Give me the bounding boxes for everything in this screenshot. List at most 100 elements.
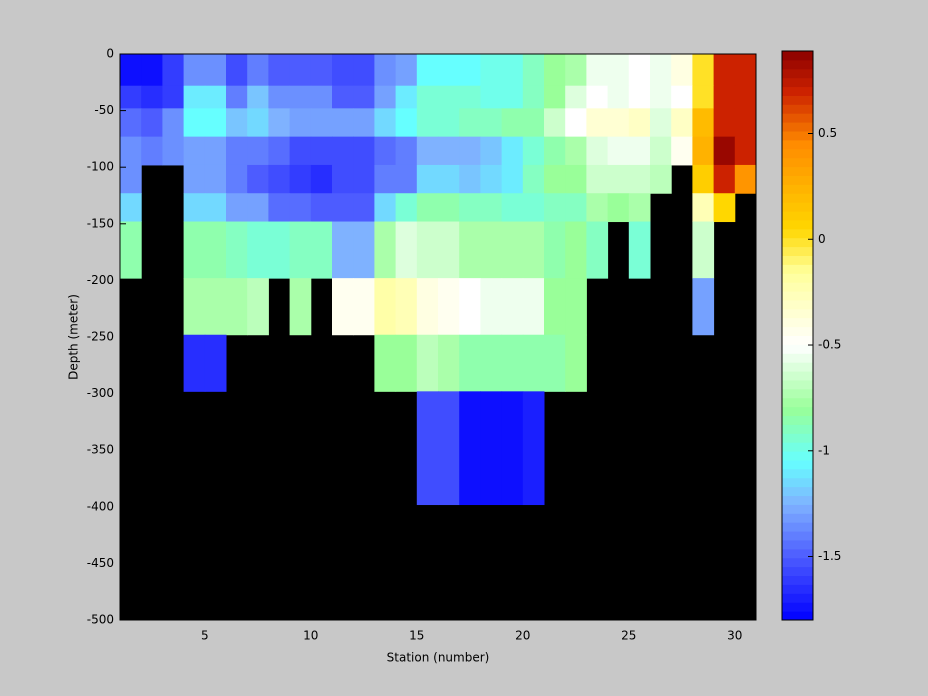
- heat-cell: [226, 54, 248, 87]
- heat-cell: [416, 278, 439, 336]
- heat-cell: [289, 164, 312, 194]
- colorbar-swatch: [782, 273, 813, 283]
- heat-cell: [120, 54, 142, 87]
- colorbar-swatch: [782, 442, 813, 452]
- heat-cell: [353, 164, 375, 194]
- colorbar-swatch: [782, 157, 813, 168]
- heat-cell: [204, 136, 227, 166]
- heat-cell: [374, 221, 397, 279]
- heat-cell: [438, 164, 460, 194]
- heat-cell: [374, 334, 397, 392]
- heat-cell: [734, 164, 757, 194]
- heat-cell: [374, 164, 397, 194]
- heat-cell: [332, 54, 354, 87]
- heat-cell: [522, 136, 545, 166]
- heat-cell: [353, 193, 375, 223]
- heat-cell: [692, 136, 715, 166]
- y-tick-label: -450: [87, 556, 114, 570]
- heat-cell: [522, 278, 545, 336]
- heat-cell: [459, 54, 481, 87]
- heat-cell: [544, 221, 566, 279]
- heat-cell: [522, 54, 545, 87]
- heat-cell: [310, 164, 333, 194]
- heat-cell: [289, 85, 312, 109]
- heat-cell: [501, 278, 524, 336]
- heat-cell: [522, 221, 545, 279]
- heat-cell: [671, 108, 693, 138]
- colorbar-swatch: [782, 175, 813, 185]
- colorbar-swatch: [782, 566, 813, 577]
- heat-cell: [565, 85, 587, 109]
- heat-cell: [247, 193, 269, 223]
- heat-cell: [183, 85, 206, 109]
- heat-cell: [692, 108, 715, 138]
- colorbar-swatch: [782, 593, 813, 603]
- heat-cell: [416, 85, 439, 109]
- heat-cell: [226, 85, 248, 109]
- heat-cell: [565, 54, 587, 87]
- y-tick-label: 0: [106, 47, 114, 61]
- y-tick-label: -350: [87, 443, 114, 457]
- colorbar-swatch: [782, 335, 813, 345]
- heat-cell: [459, 334, 481, 392]
- heat-cell: [692, 193, 715, 223]
- heat-cell: [586, 136, 609, 166]
- heat-cell: [353, 136, 375, 166]
- colorbar-swatch: [782, 299, 813, 310]
- y-tick-label: -200: [87, 273, 114, 287]
- heat-cell: [353, 278, 375, 336]
- heat-cell: [162, 85, 185, 109]
- heat-cell: [501, 391, 524, 506]
- colorbar-swatch: [782, 291, 813, 301]
- heat-cell: [565, 164, 587, 194]
- heat-cell: [226, 193, 248, 223]
- colorbar-swatch: [782, 219, 813, 230]
- heat-cell: [501, 108, 524, 138]
- heat-cell: [501, 193, 524, 223]
- heat-cell: [692, 85, 715, 109]
- heat-cell: [607, 85, 630, 109]
- heat-cell: [120, 164, 142, 194]
- heat-cell: [247, 85, 269, 109]
- x-tick-label: 10: [303, 629, 318, 643]
- heat-cell: [247, 278, 269, 336]
- colorbar-swatch: [782, 148, 813, 159]
- heat-cell: [544, 193, 566, 223]
- heat-cell: [713, 85, 736, 109]
- heat-cell: [459, 278, 481, 336]
- colorbar-swatch: [782, 468, 813, 479]
- heat-cell: [459, 391, 481, 506]
- heat-cell: [628, 221, 651, 279]
- heat-cell: [247, 108, 269, 138]
- heat-cell: [353, 54, 375, 87]
- heat-cell: [565, 136, 587, 166]
- colorbar-swatch: [782, 166, 813, 176]
- heat-cell: [607, 54, 630, 87]
- heat-cell: [628, 136, 651, 166]
- heat-cell: [734, 108, 757, 138]
- colorbar-swatch: [782, 246, 813, 256]
- heat-cell: [374, 108, 397, 138]
- heat-cell: [438, 85, 460, 109]
- heat-cell: [416, 221, 439, 279]
- colorbar-swatch: [782, 513, 813, 523]
- y-axis-label: Depth (meter): [67, 294, 81, 380]
- heat-cell: [141, 108, 163, 138]
- heat-cell: [183, 221, 206, 279]
- colorbar-swatch: [782, 548, 813, 559]
- heat-cell: [310, 108, 333, 138]
- heat-cell: [438, 193, 460, 223]
- heat-cell: [268, 54, 291, 87]
- x-tick-label: 5: [201, 629, 209, 643]
- heat-cell: [310, 85, 333, 109]
- colorbar-swatch: [782, 51, 813, 61]
- heat-cell: [416, 136, 439, 166]
- colorbar-tick-label: -0.5: [818, 338, 841, 352]
- heat-cell: [183, 108, 206, 138]
- heat-cell: [247, 164, 269, 194]
- heat-cell: [650, 85, 672, 109]
- colorbar-swatch: [782, 122, 813, 132]
- heat-cell: [141, 136, 163, 166]
- heat-cell: [289, 278, 312, 336]
- heat-cell: [141, 85, 163, 109]
